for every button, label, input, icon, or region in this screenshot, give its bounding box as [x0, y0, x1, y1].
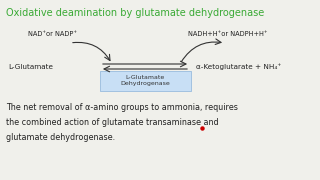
Text: α-Ketoglutarate + NH₄⁺: α-Ketoglutarate + NH₄⁺: [196, 64, 281, 70]
Text: the combined action of glutamate transaminase and: the combined action of glutamate transam…: [6, 118, 219, 127]
Text: L-Glutamate
Dehydrogenase: L-Glutamate Dehydrogenase: [120, 75, 170, 86]
Text: The net removal of α-amino groups to ammonia, requires: The net removal of α-amino groups to amm…: [6, 103, 238, 112]
Text: NAD⁺or NADP⁺: NAD⁺or NADP⁺: [28, 31, 76, 37]
Text: L-Glutamate: L-Glutamate: [8, 64, 53, 70]
FancyBboxPatch shape: [100, 71, 190, 91]
Text: Oxidative deamination by glutamate dehydrogenase: Oxidative deamination by glutamate dehyd…: [6, 8, 264, 18]
Text: NADH+H⁺or NADPH+H⁺: NADH+H⁺or NADPH+H⁺: [188, 31, 268, 37]
Text: glutamate dehydrogenase.: glutamate dehydrogenase.: [6, 133, 115, 142]
